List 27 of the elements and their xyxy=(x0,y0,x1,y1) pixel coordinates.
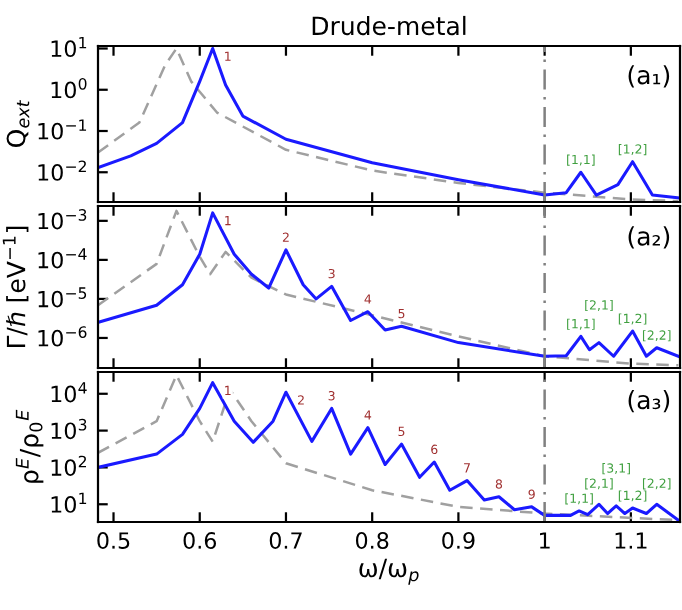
x-tick-label: 0.8 xyxy=(355,532,389,549)
y-axis-title: Q$_{ext}$ xyxy=(6,99,30,147)
y-tick-label: 10$^{−2}$ xyxy=(38,160,86,181)
x-tick-label: 1 xyxy=(540,532,550,549)
x-tick-label: 1.1 xyxy=(615,532,647,549)
y-tick-label: 10$^{−4}$ xyxy=(38,248,87,269)
y-tick-label: 10$^{3}$ xyxy=(51,418,87,440)
x-tick-label: 0.5 xyxy=(97,532,130,549)
x-tick-label: 0.9 xyxy=(442,532,475,549)
x-tick-label: 0.6 xyxy=(183,532,217,549)
y-axis-title: Γ/ℏ [eV$^{−1}$] xyxy=(2,226,29,348)
chart-title: Drude-metal xyxy=(312,15,466,36)
x-axis-title: ω/ω$_{p}$ xyxy=(359,558,419,585)
y-tick-label: 10$^{0}$ xyxy=(51,77,87,99)
y-tick-label: 10$^{−5}$ xyxy=(38,287,87,308)
annotation: (a₃) xyxy=(628,389,670,413)
annotation: (a₂) xyxy=(628,226,670,249)
annotation: (a₁) xyxy=(628,65,670,88)
y-tick-label: 10$^{1}$ xyxy=(51,492,87,513)
y-tick-label: 10$^{4}$ xyxy=(51,382,87,403)
y-tick-label: 10$^{−6}$ xyxy=(38,326,87,347)
y-tick-label: 10$^{1}$ xyxy=(51,36,87,58)
y-axis-title: ρ$^{E}$/ρ$_{0}$$^{E}$ xyxy=(15,409,44,483)
y-tick-label: 10$^{−3}$ xyxy=(38,209,87,230)
x-tick-label: 0.7 xyxy=(269,532,302,549)
y-tick-label: 10$^{−1}$ xyxy=(38,119,87,140)
y-tick-label: 10$^{2}$ xyxy=(51,455,86,477)
